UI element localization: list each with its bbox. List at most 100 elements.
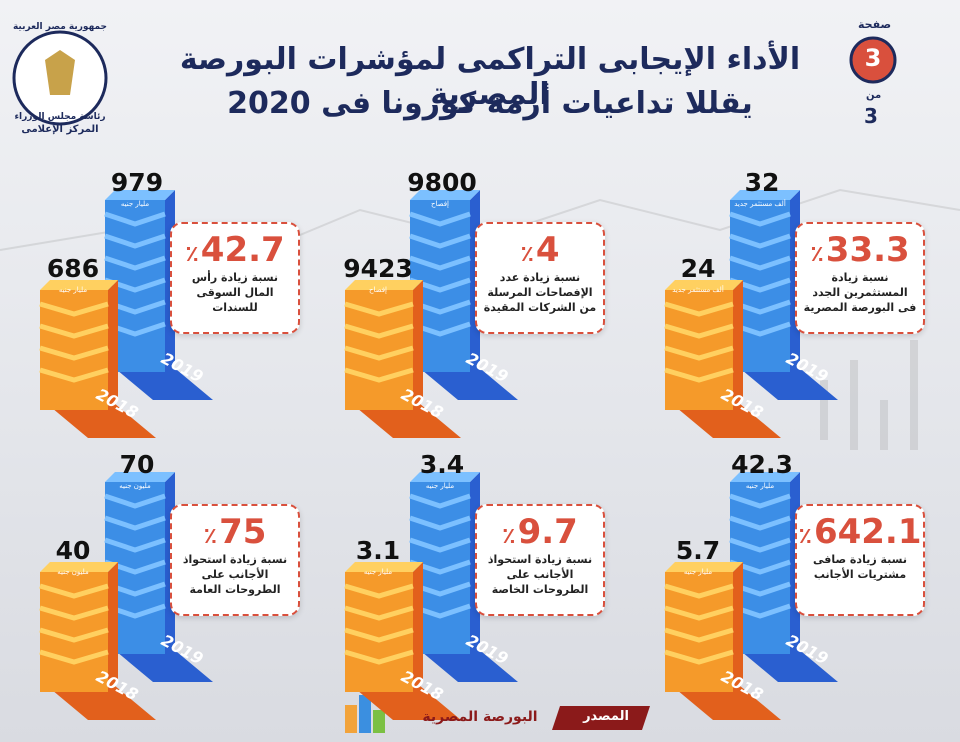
chevron bbox=[39, 301, 109, 317]
source: البورصة المصرية bbox=[422, 709, 538, 725]
value-2019: 979 bbox=[110, 168, 164, 197]
source-label: المصدر bbox=[583, 709, 629, 724]
value-2018: 9423 bbox=[343, 254, 413, 283]
chevron bbox=[344, 367, 414, 383]
unit-2019: مليار جنيه bbox=[425, 482, 455, 490]
value-2019: 32 bbox=[744, 168, 780, 197]
percent-sign: ٪ bbox=[203, 524, 218, 549]
value-2019: 42.3 bbox=[731, 450, 793, 479]
chevron bbox=[729, 211, 791, 227]
unit-2018: مليار جنيه bbox=[363, 568, 393, 576]
source-tag bbox=[552, 706, 650, 730]
page-badge bbox=[849, 36, 897, 84]
chevron bbox=[39, 605, 109, 621]
value-2018: 686 bbox=[46, 254, 100, 283]
chevron bbox=[344, 649, 414, 665]
percent-value: 9.7 bbox=[517, 512, 578, 552]
chevron bbox=[39, 345, 109, 361]
chevron bbox=[39, 583, 109, 599]
chevron bbox=[39, 627, 109, 643]
title: يقللا تداعيات أزمة كورونا فى 2020 bbox=[227, 86, 753, 121]
column-top bbox=[665, 562, 743, 572]
percent-card: 4 ٪ نسبة زيادة عدد الإفصاحات المرسلة من ال… bbox=[475, 222, 605, 334]
chevron bbox=[344, 627, 414, 643]
column-top bbox=[105, 472, 175, 482]
chevron bbox=[344, 345, 414, 361]
page-label: صفحة bbox=[858, 18, 892, 31]
unit-2018: مليار جنيه bbox=[683, 568, 713, 576]
description: نسبة زيادة استحواذ الأجانب على الطروحات … bbox=[487, 553, 593, 596]
logo-eagle bbox=[45, 50, 75, 95]
unit-2018: إفصاح bbox=[368, 286, 387, 294]
column-side bbox=[108, 562, 118, 692]
chevron bbox=[409, 537, 471, 553]
unit-2019: ألف مستثمر جديد bbox=[734, 200, 786, 208]
percent-card: 75 ٪ نسبة زيادة استحواذ الأجانب على الطروح… bbox=[170, 504, 300, 616]
unit-2019: مليون جنيه bbox=[119, 482, 151, 490]
column-top bbox=[40, 562, 118, 572]
unit-2018: مليار جنيه bbox=[58, 286, 88, 294]
chevron bbox=[664, 345, 734, 361]
column-top bbox=[345, 562, 423, 572]
percent-row: 42.7 ٪ bbox=[172, 230, 298, 270]
chevron bbox=[344, 605, 414, 621]
value-2018: 24 bbox=[680, 254, 716, 283]
chevron bbox=[664, 583, 734, 599]
title: الأداء الإيجابى التراكمى لمؤشرات البورصة… bbox=[179, 42, 801, 112]
chevron bbox=[39, 367, 109, 383]
percent-row: 33.3 ٪ bbox=[797, 230, 923, 270]
of-label: من bbox=[866, 90, 882, 101]
column-top bbox=[40, 280, 118, 290]
column-top bbox=[665, 280, 743, 290]
percent-sign: ٪ bbox=[502, 524, 516, 549]
column-top bbox=[730, 190, 800, 200]
value-2019: 9800 bbox=[407, 168, 477, 197]
chevron bbox=[729, 233, 791, 249]
chevron bbox=[344, 583, 414, 599]
total-pages: 3 bbox=[864, 104, 878, 128]
unit-2019: إفصاح bbox=[430, 200, 449, 208]
chevron bbox=[664, 649, 734, 665]
chevron bbox=[409, 255, 471, 271]
column-side bbox=[413, 562, 423, 692]
unit-2019: مليار جنيه bbox=[120, 200, 150, 208]
column-top bbox=[105, 190, 175, 200]
percent-card: 33.3 ٪ نسبة زيادة المستثمرين الجدد فى البو… bbox=[795, 222, 925, 334]
chevron bbox=[104, 537, 166, 553]
percent-sign: ٪ bbox=[798, 524, 812, 549]
chevron bbox=[104, 255, 166, 271]
chevron bbox=[104, 515, 166, 531]
chevron bbox=[729, 493, 791, 509]
chevron bbox=[664, 367, 734, 383]
column-side bbox=[413, 280, 423, 410]
column-top bbox=[410, 190, 480, 200]
value-2018: 5.7 bbox=[675, 536, 721, 565]
chevron bbox=[664, 323, 734, 339]
unit-2019: مليار جنيه bbox=[745, 482, 775, 490]
chevron bbox=[729, 515, 791, 531]
value-2018: 3.1 bbox=[355, 536, 401, 565]
percent-row: 642.1 ٪ bbox=[797, 512, 923, 552]
percent-sign: ٪ bbox=[185, 242, 199, 267]
chevron bbox=[409, 493, 471, 509]
value-2018: 40 bbox=[55, 536, 91, 565]
chevron bbox=[409, 233, 471, 249]
chevron bbox=[729, 537, 791, 553]
percent-row: 75 ٪ bbox=[172, 512, 298, 552]
percent-row: 9.7 ٪ bbox=[477, 512, 603, 552]
description: نسبة زيادة رأس المال السوقى للسندات bbox=[191, 271, 279, 314]
column-side bbox=[733, 280, 743, 410]
percent-card: 9.7 ٪ نسبة زيادة استحواذ الأجانب على الطرو… bbox=[475, 504, 605, 616]
chevron bbox=[39, 649, 109, 665]
percent-row: 4 ٪ bbox=[477, 230, 603, 270]
footer-icon bbox=[345, 695, 385, 733]
column-top bbox=[730, 472, 800, 482]
percent-value: 75 bbox=[219, 512, 267, 552]
description: نسبة زيادة صافى مشتريات الأجانب bbox=[813, 553, 907, 581]
chevron bbox=[104, 233, 166, 249]
column-side bbox=[733, 562, 743, 692]
logo-text: جمهورية مصر العربية bbox=[12, 22, 108, 32]
logo-text: رئاسة مجلس الوزراء bbox=[14, 112, 106, 122]
chevron bbox=[664, 605, 734, 621]
